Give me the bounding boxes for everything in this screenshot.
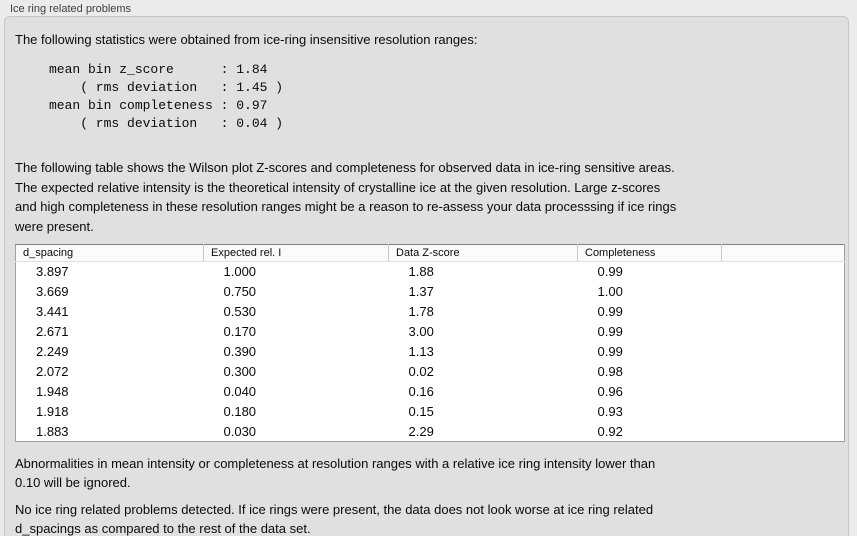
table-cell: 3.897 xyxy=(36,264,69,280)
table-body: 3.897 1.000 1.88 0.99 3.669 0.750 1.37 1.00 3.44… xyxy=(16,262,845,442)
table-cell: 0.02 xyxy=(408,364,434,379)
table-cell: 2.29 xyxy=(408,423,434,439)
column-header-expected-rel-i[interactable]: Expected rel. I xyxy=(203,244,389,262)
table-cell: 0.030 xyxy=(223,423,257,439)
table-cell: 1.78 xyxy=(408,304,434,319)
table-cell: 0.16 xyxy=(408,384,434,399)
table-cell: 1.000 xyxy=(223,264,257,280)
table-cell: 1.948 xyxy=(36,384,69,399)
table-cell-empty xyxy=(722,382,845,402)
table-cell: 0.15 xyxy=(408,404,434,419)
column-header-completeness[interactable]: Completeness xyxy=(577,244,722,262)
table-cell: 0.98 xyxy=(597,364,623,379)
table-row[interactable]: 2.671 0.170 3.00 0.99 xyxy=(16,322,845,342)
column-header-d-spacing[interactable]: d_spacing xyxy=(15,244,204,262)
table-cell: 0.99 xyxy=(597,264,623,280)
table-row[interactable]: 1.948 0.040 0.16 0.96 xyxy=(16,382,845,402)
ignore-note-text: Abnormalities in mean intensity or compl… xyxy=(15,456,656,490)
panel-content: The following statistics were obtained f… xyxy=(15,17,846,536)
table-cell: 0.99 xyxy=(597,324,623,339)
table-cell: 0.96 xyxy=(597,384,623,399)
column-header-empty xyxy=(721,244,845,262)
table-cell: 1.883 xyxy=(36,423,69,439)
table-row[interactable]: 1.918 0.180 0.15 0.93 xyxy=(16,402,845,422)
table-cell: 0.750 xyxy=(223,284,257,299)
table-row[interactable]: 2.072 0.300 0.02 0.98 xyxy=(16,362,845,382)
table-cell: 0.180 xyxy=(223,404,257,419)
table-cell-empty xyxy=(722,262,845,282)
table-cell: 0.170 xyxy=(223,324,257,339)
description-text: The following table shows the Wilson plo… xyxy=(15,160,677,234)
table-cell: 0.040 xyxy=(223,384,257,399)
table-cell: 2.671 xyxy=(36,324,69,339)
table-row[interactable]: 3.669 0.750 1.37 1.00 xyxy=(16,282,845,302)
table-cell: 0.530 xyxy=(223,304,257,319)
table-cell: 0.390 xyxy=(223,344,257,359)
table-cell-empty xyxy=(722,342,845,362)
table-cell-empty xyxy=(722,422,845,442)
table-cell: 3.669 xyxy=(36,284,69,299)
table-cell: 0.99 xyxy=(597,344,623,359)
stats-block: mean bin z_score : 1.84 ( rms deviation … xyxy=(49,62,284,131)
table-cell: 3.00 xyxy=(408,324,434,339)
table-cell: 0.300 xyxy=(223,364,257,379)
table-cell: 1.13 xyxy=(408,344,434,359)
table-cell: 2.072 xyxy=(36,364,69,379)
conclusion-text: No ice ring related problems detected. I… xyxy=(15,502,654,536)
table-cell-empty xyxy=(722,282,845,302)
table-cell: 1.918 xyxy=(36,404,69,419)
intro-text: The following statistics were obtained f… xyxy=(15,32,478,47)
table-cell: 1.88 xyxy=(408,264,434,280)
table-cell: 1.00 xyxy=(597,284,623,299)
table-cell-empty xyxy=(722,322,845,342)
ice-ring-group-box: The following statistics were obtained f… xyxy=(4,16,849,536)
column-header-data-z-score[interactable]: Data Z-score xyxy=(388,244,578,262)
table-cell: 3.441 xyxy=(36,304,69,319)
table-row[interactable]: 3.441 0.530 1.78 0.99 xyxy=(16,302,845,322)
table-header-row: d_spacing Expected rel. I Data Z-score C… xyxy=(15,244,845,262)
table-cell: 0.93 xyxy=(597,404,623,419)
table-cell-empty xyxy=(722,302,845,322)
table-cell: 0.99 xyxy=(597,304,623,319)
ice-ring-table: d_spacing Expected rel. I Data Z-score C… xyxy=(15,244,845,442)
table-cell-empty xyxy=(722,362,845,382)
table-row[interactable]: 3.897 1.000 1.88 0.99 xyxy=(16,262,845,282)
table-row[interactable]: 2.249 0.390 1.13 0.99 xyxy=(16,342,845,362)
table-row[interactable]: 1.883 0.030 2.29 0.92 xyxy=(16,422,845,442)
table-cell: 1.37 xyxy=(408,284,434,299)
panel-title: Ice ring related problems xyxy=(10,3,132,15)
table-cell: 0.92 xyxy=(597,423,623,439)
table-cell: 2.249 xyxy=(36,344,69,359)
table-cell-empty xyxy=(722,402,845,422)
